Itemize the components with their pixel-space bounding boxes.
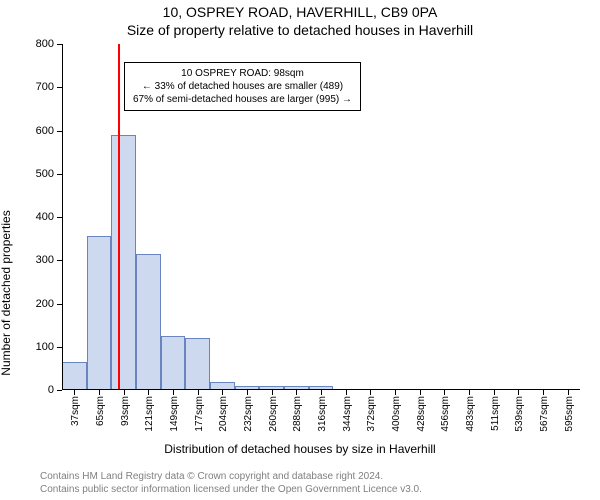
annotation-line1: 10 OSPREY ROAD: 98sqm bbox=[133, 67, 352, 80]
histogram-bar bbox=[136, 254, 161, 390]
x-tick-label: 204sqm bbox=[218, 396, 229, 432]
y-axis-line bbox=[62, 44, 63, 390]
x-axis-label: Distribution of detached houses by size … bbox=[0, 442, 600, 456]
x-tick-label: 456sqm bbox=[440, 396, 451, 432]
x-tick bbox=[124, 390, 125, 395]
property-marker-line bbox=[118, 44, 120, 390]
x-tick-label: 121sqm bbox=[144, 396, 155, 432]
y-tick-label: 0 bbox=[48, 384, 54, 396]
x-tick-label: 316sqm bbox=[317, 396, 328, 432]
x-tick bbox=[494, 390, 495, 395]
x-tick-label: 539sqm bbox=[514, 396, 525, 432]
chart-title-line1: 10, OSPREY ROAD, HAVERHILL, CB9 0PA bbox=[0, 4, 600, 20]
x-tick bbox=[148, 390, 149, 395]
annotation-box: 10 OSPREY ROAD: 98sqm← 33% of detached h… bbox=[124, 62, 361, 111]
x-tick bbox=[444, 390, 445, 395]
x-tick bbox=[420, 390, 421, 395]
x-tick-label: 65sqm bbox=[95, 396, 106, 426]
x-tick bbox=[543, 390, 544, 395]
x-tick bbox=[296, 390, 297, 395]
x-tick-label: 567sqm bbox=[539, 396, 550, 432]
x-tick-label: 149sqm bbox=[169, 396, 180, 432]
x-tick bbox=[74, 390, 75, 395]
x-tick bbox=[518, 390, 519, 395]
y-axis-label: Number of detached properties bbox=[0, 210, 13, 375]
y-tick-label: 200 bbox=[36, 298, 54, 310]
y-tick bbox=[57, 347, 62, 348]
annotation-line2: ← 33% of detached houses are smaller (48… bbox=[133, 80, 352, 93]
x-tick bbox=[568, 390, 569, 395]
x-tick-label: 344sqm bbox=[342, 396, 353, 432]
x-tick bbox=[321, 390, 322, 395]
x-tick bbox=[370, 390, 371, 395]
x-tick-label: 232sqm bbox=[243, 396, 254, 432]
x-tick bbox=[272, 390, 273, 395]
x-tick bbox=[99, 390, 100, 395]
x-tick-label: 288sqm bbox=[292, 396, 303, 432]
x-tick bbox=[469, 390, 470, 395]
x-tick-label: 260sqm bbox=[268, 396, 279, 432]
y-tick-label: 800 bbox=[36, 38, 54, 50]
histogram-bar bbox=[87, 236, 112, 390]
plot-area: 010020030040050060070080037sqm65sqm93sqm… bbox=[62, 44, 580, 390]
x-tick-label: 428sqm bbox=[416, 396, 427, 432]
x-tick bbox=[247, 390, 248, 395]
chart-container: 10, OSPREY ROAD, HAVERHILL, CB9 0PA Size… bbox=[0, 0, 600, 500]
y-tick-label: 100 bbox=[36, 341, 54, 353]
x-tick bbox=[222, 390, 223, 395]
y-tick-label: 600 bbox=[36, 125, 54, 137]
x-tick-label: 511sqm bbox=[490, 396, 501, 431]
histogram-bar bbox=[185, 338, 210, 390]
annotation-line3: 67% of semi-detached houses are larger (… bbox=[133, 93, 352, 106]
y-tick bbox=[57, 304, 62, 305]
y-tick-label: 700 bbox=[36, 81, 54, 93]
x-tick bbox=[346, 390, 347, 395]
y-tick-label: 300 bbox=[36, 254, 54, 266]
y-tick bbox=[57, 174, 62, 175]
chart-title-line2: Size of property relative to detached ho… bbox=[0, 22, 600, 38]
y-tick bbox=[57, 260, 62, 261]
y-tick bbox=[57, 390, 62, 391]
x-tick-label: 372sqm bbox=[366, 396, 377, 432]
x-tick-label: 37sqm bbox=[70, 396, 81, 426]
histogram-bar bbox=[161, 336, 186, 390]
y-tick-label: 400 bbox=[36, 211, 54, 223]
x-tick-label: 595sqm bbox=[564, 396, 575, 432]
y-axis-label-wrap: Number of detached properties bbox=[12, 48, 24, 390]
y-tick bbox=[57, 44, 62, 45]
y-tick bbox=[57, 131, 62, 132]
x-tick-label: 177sqm bbox=[194, 396, 205, 432]
footer-line2: Contains public sector information licen… bbox=[40, 484, 422, 495]
x-tick-label: 483sqm bbox=[465, 396, 476, 432]
x-tick bbox=[395, 390, 396, 395]
y-tick-label: 500 bbox=[36, 168, 54, 180]
y-tick bbox=[57, 87, 62, 88]
y-tick bbox=[57, 217, 62, 218]
footer-attribution: Contains HM Land Registry data © Crown c… bbox=[0, 470, 600, 496]
histogram-bar bbox=[62, 362, 87, 390]
x-tick-label: 93sqm bbox=[120, 396, 131, 426]
x-tick bbox=[198, 390, 199, 395]
histogram-bar bbox=[111, 135, 136, 390]
footer-line1: Contains HM Land Registry data © Crown c… bbox=[40, 471, 383, 482]
x-tick-label: 400sqm bbox=[391, 396, 402, 432]
x-tick bbox=[173, 390, 174, 395]
